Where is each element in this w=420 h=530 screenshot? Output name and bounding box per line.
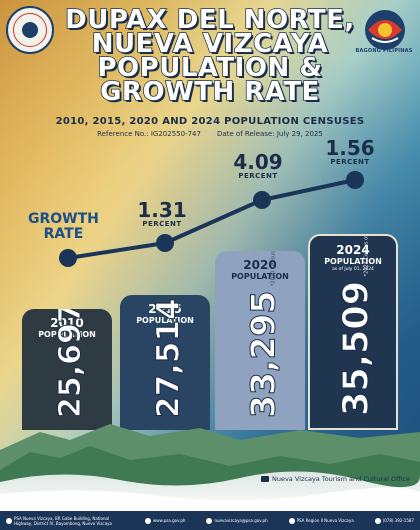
bar-source-label: *2020 Census of Population and Housing: [271, 251, 277, 288]
growth-label-line: GROWTH: [28, 211, 99, 227]
bar-population-label: POPULATION: [136, 316, 194, 326]
website-text[interactable]: www.psa.gov.ph: [153, 518, 186, 523]
bar-population-label: POPULATION: [38, 329, 96, 339]
growth-rate-value-2020: 4.09 PERCENT: [228, 152, 288, 180]
bar-value-group: 25,697 *2010 Census of Population and Ho…: [53, 308, 89, 419]
growth-rate-number: 4.09: [233, 150, 283, 174]
phone-icon: [374, 517, 381, 524]
title-line: NUEVA VIZCAYA: [91, 29, 329, 59]
release-date: Date of Release: July 29, 2025: [216, 130, 323, 138]
bar-value-label: 35,509: [336, 280, 377, 416]
bar-population-label: POPULATION: [231, 271, 289, 281]
psa-seal-logo: [6, 6, 54, 54]
globe-icon: [145, 517, 152, 524]
bar-value-label: 27,514: [150, 298, 187, 419]
bar-value-group: 35,509 *2024 Census of Population: [336, 234, 377, 417]
growth-rate-point: [156, 234, 174, 252]
facebook-icon: [288, 517, 295, 524]
growth-rate-number: 1.31: [137, 198, 187, 222]
footer-phone[interactable]: (078) 392-1587: [374, 517, 414, 524]
bar-year-label: 2015: [148, 302, 182, 317]
bar-value-group: 33,295 *2020 Census of Population and Ho…: [243, 251, 283, 419]
subtitle: 2010, 2015, 2020 AND 2024 POPULATION CEN…: [55, 116, 365, 127]
address-text: PSA Nueva Vizcaya, BR Gabe Building, Nat…: [14, 515, 112, 526]
reference-number: Reference No.: IG202550-747: [97, 130, 201, 138]
population-bar-2024: 2024 POPULATION as of July 01, 2024 35,509 …: [308, 234, 398, 430]
bar-year-label: 2010: [50, 315, 84, 330]
landscape-illustration: [0, 410, 420, 512]
growth-rate-point: [253, 191, 271, 209]
bar-year-label: 2020: [243, 257, 277, 272]
bar-value-group: 27,514 *2015 Census of Population: [150, 295, 187, 419]
growth-rate-unit: PERCENT: [142, 220, 182, 228]
email-text[interactable]: nuevavizcaya@psa.gov.ph: [214, 518, 268, 523]
bar-population-label: POPULATION: [324, 257, 382, 266]
growth-rate-unit: PERCENT: [238, 172, 278, 180]
bar-year-label: 2024: [336, 243, 370, 257]
growth-rate-label: GROWTH RATE: [28, 212, 99, 242]
growth-rate-line: [67, 178, 356, 260]
location-icon: [6, 517, 12, 524]
growth-rate-number: 1.56: [325, 136, 375, 160]
bagong-pilipinas-logo: [358, 8, 412, 58]
phone-text[interactable]: (078) 392-1587: [382, 518, 414, 523]
growth-rate-point: [59, 249, 77, 267]
camera-icon: [260, 476, 269, 482]
growth-rate-value-2024: 1.56 PERCENT: [320, 138, 380, 166]
title-line: DUPAX DEL NORTE,: [64, 5, 355, 35]
office-credit: Nueva Vizcaya Tourism and Cultural Offic…: [260, 475, 410, 483]
bar-source-label: *2024 Census of Population: [363, 234, 370, 278]
logo-text: BAGONG PILIPINAS: [355, 48, 413, 54]
growth-rate-point: [346, 171, 364, 189]
bar-as-of-date: as of July 01, 2024: [332, 267, 374, 272]
bar-value-label: 33,295: [243, 290, 283, 418]
reference-line: Reference No.: IG202550-747 Date of Relea…: [0, 130, 420, 138]
footer-bar: PSA Nueva Vizcaya, BR Gabe Building, Nat…: [0, 511, 420, 530]
footer-facebook[interactable]: PSA Region II Nueva Vizcaya: [288, 517, 354, 524]
growth-rate-unit: PERCENT: [330, 158, 370, 166]
growth-rate-value-2015: 1.31 PERCENT: [132, 200, 192, 228]
growth-label-line: RATE: [43, 226, 84, 242]
facebook-text[interactable]: PSA Region II Nueva Vizcaya: [296, 518, 354, 523]
title-line: GROWTH RATE: [99, 77, 320, 107]
office-name: Nueva Vizcaya Tourism and Cultural Offic…: [271, 475, 410, 483]
bar-value-label: 25,697: [53, 308, 89, 419]
title-line: POPULATION &: [97, 53, 323, 83]
footer-website[interactable]: www.psa.gov.ph: [145, 517, 186, 524]
email-icon: [206, 517, 213, 524]
footer-email[interactable]: nuevavizcaya@psa.gov.ph: [206, 517, 268, 524]
footer-address: PSA Nueva Vizcaya, BR Gabe Building, Nat…: [6, 516, 124, 526]
page-title: DUPAX DEL NORTE, NUEVA VIZCAYA POPULATIO…: [0, 5, 420, 107]
